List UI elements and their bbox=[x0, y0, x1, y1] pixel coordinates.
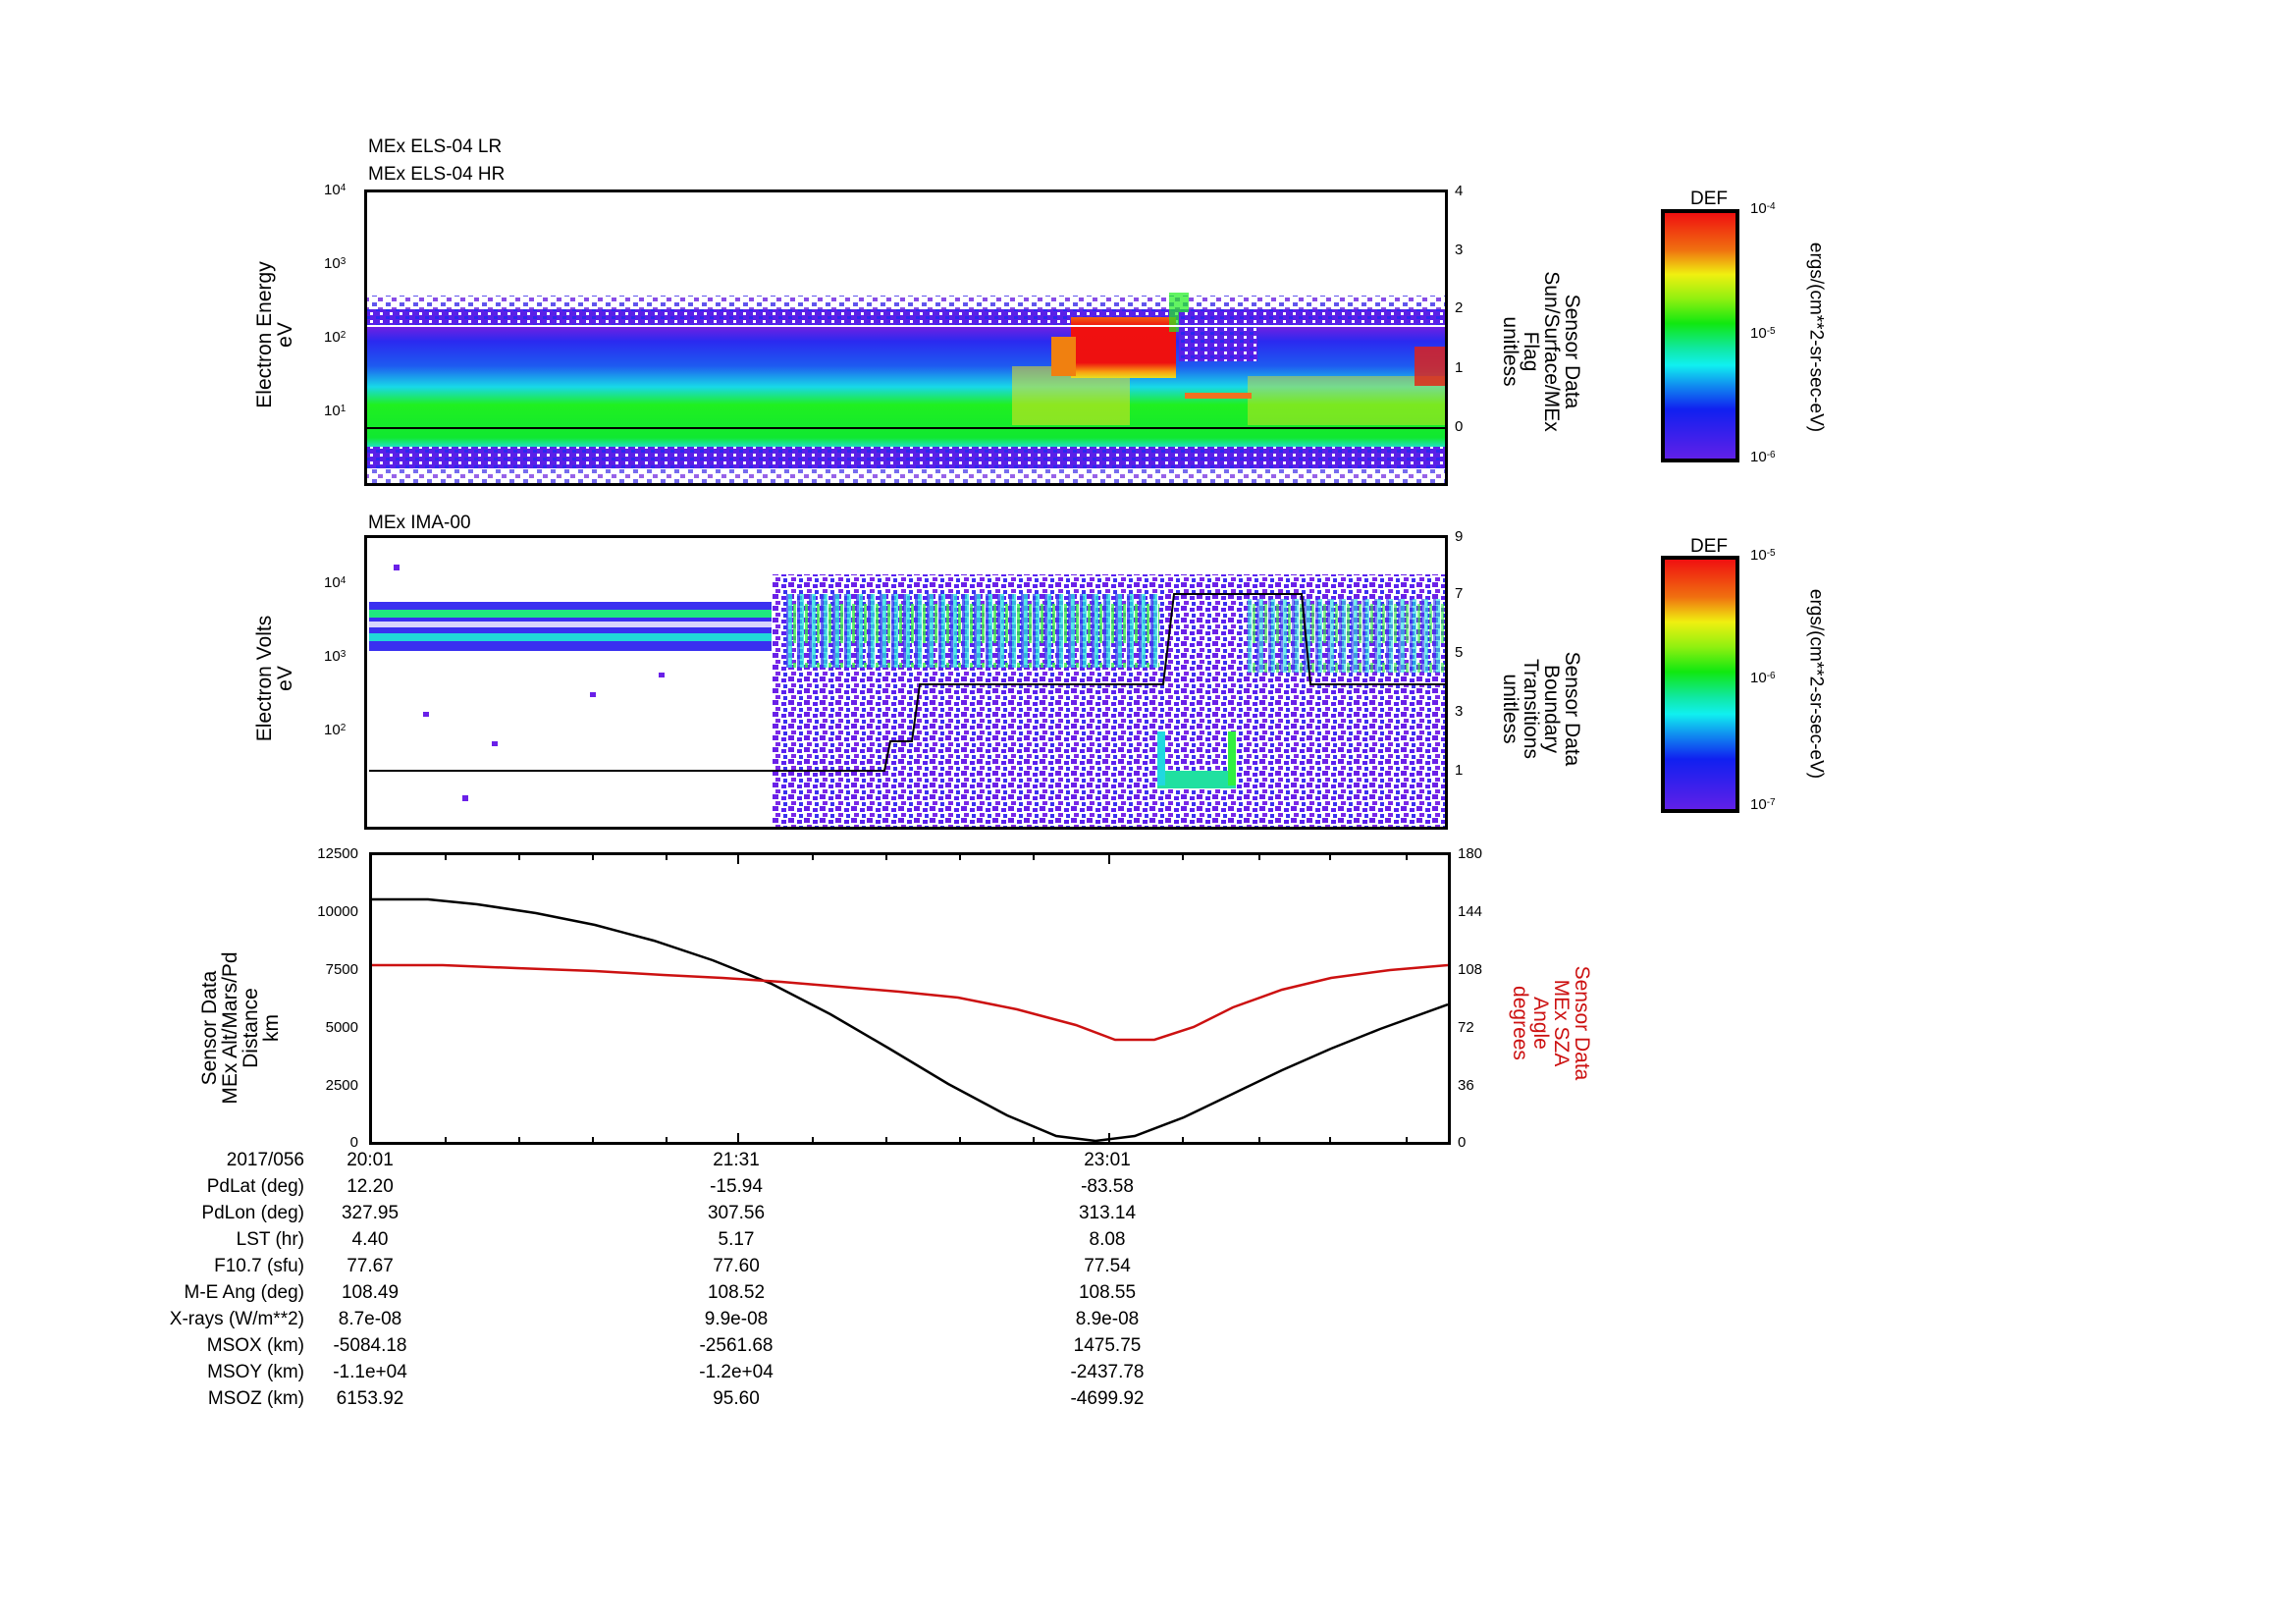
eph-c1-meang: 108.49 bbox=[341, 1282, 400, 1303]
eph-c1-msox: -5084.18 bbox=[333, 1335, 407, 1356]
els-colorbar-min: 10-6 bbox=[1750, 449, 1776, 465]
eph-label-xrays: X-rays (W/m**2) bbox=[169, 1309, 304, 1329]
els-colorbar-title: DEF bbox=[1690, 189, 1728, 209]
els-rtick-4: 4 bbox=[1455, 183, 1464, 199]
els-spectrogram bbox=[364, 189, 1448, 486]
eph-label-msoy: MSOY (km) bbox=[207, 1362, 304, 1382]
eph-c3-pdlon: 313.14 bbox=[1078, 1203, 1137, 1223]
eph-label-msox: MSOX (km) bbox=[206, 1335, 304, 1356]
ima-colorbar-min: 10-7 bbox=[1750, 796, 1776, 813]
eph-c2-msox: -2561.68 bbox=[699, 1335, 774, 1356]
eph-c1-lst: 4.40 bbox=[351, 1229, 389, 1250]
ima-rtick-5: 5 bbox=[1455, 644, 1464, 661]
ima-spectrogram bbox=[364, 535, 1448, 830]
ima-right-label: Sensor Data Boundary Transitions unitles… bbox=[1499, 651, 1583, 767]
eph-c3-lst: 8.08 bbox=[1089, 1229, 1126, 1250]
els-colorbar-mid: 10-5 bbox=[1750, 325, 1776, 342]
eph-label-pdlon: PdLon (deg) bbox=[201, 1203, 304, 1223]
eph-label-f107: F10.7 (sfu) bbox=[214, 1256, 304, 1276]
els-rtick-1: 1 bbox=[1455, 359, 1464, 376]
orbit-ytick-0: 0 bbox=[349, 1134, 358, 1151]
eph-c2-msoy: -1.2e+04 bbox=[699, 1362, 774, 1382]
eph-c1-f107: 77.67 bbox=[347, 1256, 394, 1276]
orbit-rtick-36: 36 bbox=[1458, 1077, 1474, 1094]
els-ytick-1e4: 104 bbox=[324, 182, 347, 198]
ima-ytick-1e4: 104 bbox=[324, 574, 347, 591]
eph-c1-time: 20:01 bbox=[347, 1150, 394, 1170]
eph-c2-time: 21:31 bbox=[713, 1150, 760, 1170]
els-right-label: Sensor Data Sun/Surface/MEx Flag unitles… bbox=[1499, 271, 1583, 432]
els-colorbar-units: ergs/(cm**2-sr-sec-eV) bbox=[1805, 242, 1827, 433]
els-rtick-0: 0 bbox=[1455, 418, 1464, 435]
eph-c1-pdlat: 12.20 bbox=[347, 1176, 394, 1197]
orbit-ytick-2500: 2500 bbox=[325, 1077, 358, 1094]
eph-label-pdlat: PdLat (deg) bbox=[206, 1176, 304, 1197]
eph-c3-msoz: -4699.92 bbox=[1070, 1388, 1145, 1409]
eph-label-lst: LST (hr) bbox=[236, 1229, 304, 1250]
eph-label-date: 2017/056 bbox=[226, 1150, 304, 1170]
eph-c3-meang: 108.55 bbox=[1078, 1282, 1137, 1303]
eph-c3-pdlat: -83.58 bbox=[1081, 1176, 1134, 1197]
ima-ytick-1e3: 103 bbox=[324, 648, 347, 665]
eph-label-me-ang: M-E Ang (deg) bbox=[184, 1282, 305, 1303]
ima-rtick-3: 3 bbox=[1455, 703, 1464, 720]
eph-c2-f107: 77.60 bbox=[713, 1256, 760, 1276]
els-title-lr: MEx ELS-04 LR bbox=[368, 136, 503, 157]
orbit-ytick-12500: 12500 bbox=[317, 845, 358, 862]
orbit-rtick-180: 180 bbox=[1458, 845, 1483, 862]
eph-c2-meang: 108.52 bbox=[707, 1282, 766, 1303]
orbit-rtick-72: 72 bbox=[1458, 1019, 1474, 1036]
eph-c3-msoy: -2437.78 bbox=[1070, 1362, 1145, 1382]
ima-colorbar-units: ergs/(cm**2-sr-sec-eV) bbox=[1805, 588, 1827, 780]
orbit-lines bbox=[372, 855, 1448, 1142]
ima-colorbar-title: DEF bbox=[1690, 536, 1728, 557]
els-colorbar bbox=[1661, 209, 1739, 462]
els-ylabel: Electron Energy eV bbox=[253, 261, 296, 408]
eph-c1-pdlon: 327.95 bbox=[341, 1203, 400, 1223]
eph-c2-pdlat: -15.94 bbox=[710, 1176, 763, 1197]
ima-colorbar bbox=[1661, 556, 1739, 813]
eph-c2-pdlon: 307.56 bbox=[707, 1203, 766, 1223]
els-rtick-3: 3 bbox=[1455, 242, 1464, 258]
eph-c2-lst: 5.17 bbox=[718, 1229, 755, 1250]
orbit-ytick-7500: 7500 bbox=[325, 961, 358, 978]
ima-rtick-9: 9 bbox=[1455, 528, 1464, 545]
ima-colorbar-mid: 10-6 bbox=[1750, 670, 1776, 686]
ima-rtick-7: 7 bbox=[1455, 585, 1464, 602]
els-ytick-1e1: 101 bbox=[324, 403, 347, 419]
eph-c1-msoz: 6153.92 bbox=[336, 1388, 404, 1409]
eph-c2-xrays: 9.9e-08 bbox=[704, 1309, 769, 1329]
ima-spectrogram-image bbox=[369, 565, 1445, 827]
eph-c3-f107: 77.54 bbox=[1084, 1256, 1131, 1276]
els-ytick-1e3: 103 bbox=[324, 255, 347, 272]
ima-title: MEx IMA-00 bbox=[368, 513, 471, 533]
ima-ylabel: Electron Volts eV bbox=[253, 615, 296, 742]
orbit-rtick-108: 108 bbox=[1458, 961, 1483, 978]
orbit-ytick-10000: 10000 bbox=[317, 903, 358, 920]
ima-rtick-1: 1 bbox=[1455, 762, 1464, 779]
ima-colorbar-max: 10-5 bbox=[1750, 547, 1776, 564]
orbit-right-label: Sensor Data MEx SZA Angle degrees bbox=[1509, 965, 1593, 1081]
orbit-ytick-5000: 5000 bbox=[325, 1019, 358, 1036]
els-title-hr: MEx ELS-04 HR bbox=[368, 164, 506, 185]
eph-c1-msoy: -1.1e+04 bbox=[333, 1362, 407, 1382]
eph-c2-msoz: 95.60 bbox=[713, 1388, 760, 1409]
orbit-rtick-144: 144 bbox=[1458, 903, 1483, 920]
orbit-rtick-0: 0 bbox=[1458, 1134, 1467, 1151]
eph-c3-msox: 1475.75 bbox=[1073, 1335, 1142, 1356]
ima-ytick-1e2: 102 bbox=[324, 722, 347, 738]
eph-c1-xrays: 8.7e-08 bbox=[338, 1309, 402, 1329]
els-spectrogram-image bbox=[367, 293, 1445, 483]
orbit-plot bbox=[369, 852, 1451, 1145]
eph-c3-xrays: 8.9e-08 bbox=[1075, 1309, 1140, 1329]
eph-label-msoz: MSOZ (km) bbox=[207, 1388, 304, 1409]
els-rtick-2: 2 bbox=[1455, 299, 1464, 316]
eph-c3-time: 23:01 bbox=[1084, 1150, 1131, 1170]
orbit-ylabel: Sensor Data MEx Alt/Mars/Pd Distance km bbox=[198, 951, 283, 1105]
els-ytick-1e2: 102 bbox=[324, 329, 347, 346]
els-colorbar-max: 10-4 bbox=[1750, 200, 1776, 217]
